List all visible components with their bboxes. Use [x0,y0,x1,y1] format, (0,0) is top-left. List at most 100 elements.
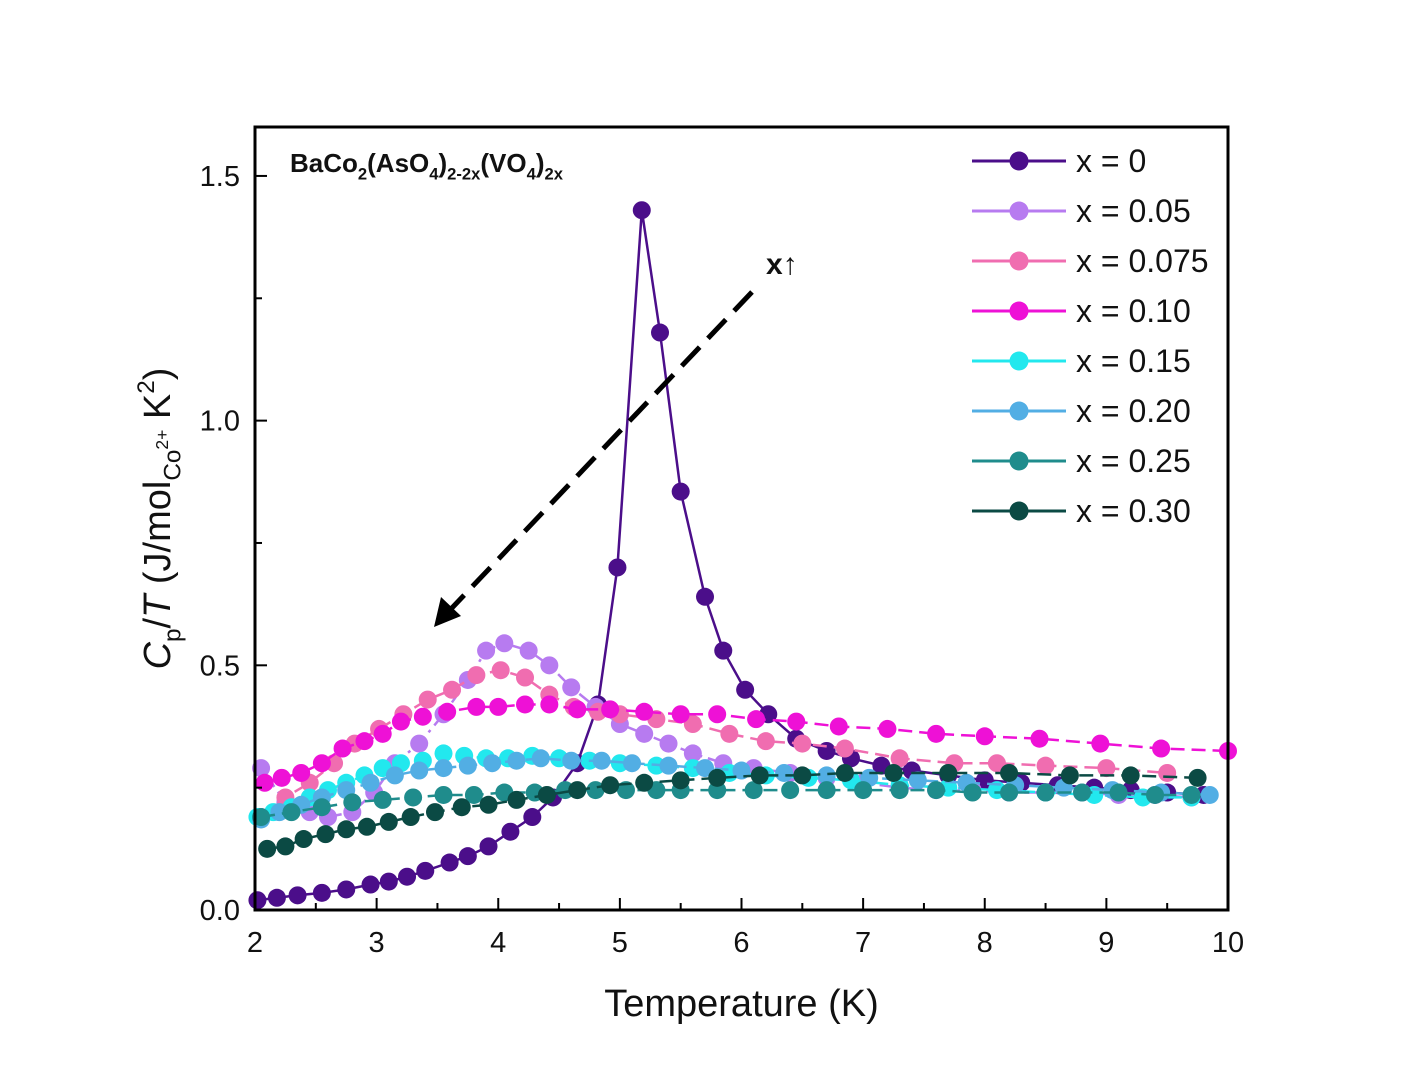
data-point [635,724,654,743]
data-point [601,776,620,795]
data-point [708,768,727,787]
legend-item: x = 0.10 [972,293,1191,329]
text-part: / [137,617,179,628]
data-point [312,798,331,817]
data-point [927,781,946,800]
y-tick-label: 0.5 [200,650,240,682]
data-point [1000,763,1019,782]
text-part: ) [439,148,448,178]
data-point [391,712,410,731]
data-point [507,790,526,809]
data-point [975,727,994,746]
data-point [452,798,471,817]
text-part: 2+ [152,430,172,450]
data-point [252,759,271,778]
legend-item: x = 0.075 [972,243,1209,279]
y-axis-title: Cp/T (J/molCo2+ K2) [133,368,187,670]
x-tick-label: 4 [490,927,506,959]
data-point [516,668,535,687]
legend-marker [1009,451,1029,471]
y-tick-label: 0.0 [200,895,240,927]
legend-marker [1009,151,1029,171]
legend-item: x = 0.05 [972,193,1191,229]
data-point [623,754,642,773]
data-point [1121,766,1140,785]
x-tick-label: 8 [977,927,993,959]
data-point [410,761,429,780]
data-point [1073,783,1092,802]
data-point [1146,785,1165,804]
data-point [854,781,873,800]
x-tick-label: 7 [855,927,871,959]
data-point [1091,734,1110,753]
legend-label: x = 0.05 [1076,193,1191,229]
data-point [817,781,836,800]
text-part: ) [536,148,545,178]
legend-marker [1009,501,1029,521]
data-point [750,766,769,785]
data-point [333,739,352,758]
data-point [276,837,295,856]
data-point [708,705,727,724]
data-point [939,763,958,782]
text-part: 2x [545,164,564,183]
text-part: (VO [480,148,526,178]
data-point [793,734,812,753]
data-point [683,715,702,734]
data-point [1000,783,1019,802]
trend-arrow-shaft [448,290,754,612]
data-point [434,785,453,804]
legend-item: x = 0.15 [972,343,1191,379]
series-3 [255,695,1237,792]
x-tick-label: 2 [247,927,263,959]
data-point [1182,785,1201,804]
series-line [257,210,1204,902]
data-point [540,656,559,675]
legend-item: x = 0.20 [972,393,1191,429]
y-tick-label: 1.5 [200,161,240,193]
data-point [720,724,739,743]
data-point [467,666,486,685]
data-point [477,641,496,660]
data-point [401,808,420,827]
annotations: BaCo2(AsO4)2-2x(VO4)2xx↑ [290,148,798,627]
data-point [736,680,755,699]
series-line [260,641,1192,819]
data-point [671,771,690,790]
data-point [267,888,286,907]
data-point [418,690,437,709]
data-point [671,705,690,724]
legend-marker [1009,251,1029,271]
data-point [416,861,435,880]
series-layer [248,201,1237,910]
text-part: Co [160,450,187,481]
text-part: (AsO [367,148,429,178]
data-point [963,783,982,802]
data-point [385,766,404,785]
data-point [355,732,374,751]
legend-label: x = 0.25 [1076,443,1191,479]
data-point [343,793,362,812]
legend-label: x = 0 [1076,143,1146,179]
legend-item: x = 0.30 [972,493,1191,529]
data-point [491,661,510,680]
data-point [312,883,331,902]
data-point [316,825,335,844]
data-point [443,680,462,699]
data-point [489,697,508,716]
data-point [747,710,766,729]
data-point [568,700,587,719]
data-point [632,201,651,220]
data-point [829,717,848,736]
data-point [987,754,1006,773]
data-point [659,734,678,753]
data-point [592,751,611,770]
legend: x = 0 x = 0.05 x = 0.075 x = 0.10 x = 0.15 x … [972,143,1209,529]
data-point [272,768,291,787]
data-point [744,781,763,800]
data-point [890,781,909,800]
data-point [410,734,429,753]
text-part: T [137,592,179,618]
data-point [479,795,498,814]
data-point [884,763,903,782]
